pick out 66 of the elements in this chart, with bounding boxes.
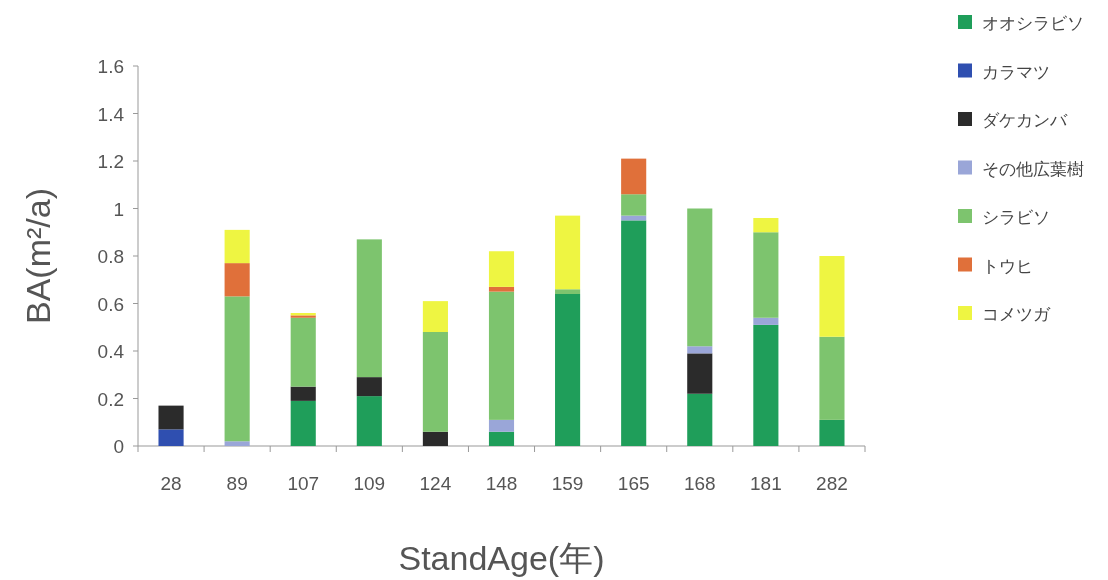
bar — [224, 263, 250, 297]
y-axis-title: BA(m²/a) — [19, 188, 57, 324]
bar — [819, 419, 845, 446]
bar — [621, 194, 647, 216]
bar — [356, 239, 382, 378]
x-tick-label: 148 — [485, 473, 518, 494]
bar — [555, 294, 581, 446]
bar — [488, 431, 515, 446]
legend-label: カラマツ — [982, 62, 1050, 82]
bar — [555, 215, 581, 290]
x-tick-label: 107 — [287, 473, 320, 494]
x-tick-label: 165 — [617, 473, 650, 494]
bar — [158, 429, 184, 446]
bar — [555, 289, 581, 294]
legend-label: シラビソ — [982, 208, 1050, 227]
y-tick-label: 1.4 — [97, 103, 125, 125]
bar — [290, 386, 316, 401]
bar — [621, 220, 647, 446]
bar — [687, 346, 713, 354]
x-tick-label: 168 — [683, 473, 716, 494]
bar — [422, 301, 448, 332]
x-tick-label: 159 — [551, 473, 584, 494]
legend-label: ダケカンバ — [982, 111, 1068, 130]
y-tick-label: 0.2 — [97, 388, 124, 410]
y-tick-label: 1.6 — [97, 56, 124, 77]
bar — [819, 256, 845, 337]
bar — [488, 251, 515, 287]
bar — [422, 431, 448, 446]
bar — [621, 158, 647, 195]
x-tick-label: 28 — [160, 473, 182, 494]
y-tick-label: 0.6 — [97, 293, 124, 315]
bar — [753, 232, 779, 318]
x-tick-label: 109 — [353, 473, 386, 494]
bar — [687, 353, 713, 394]
x-axis-title: StandAge(年) — [398, 539, 605, 577]
y-tick-label: 0.4 — [97, 341, 125, 362]
bar — [356, 396, 382, 446]
x-tick-label: 89 — [226, 473, 248, 494]
bar — [356, 377, 382, 397]
bar — [290, 317, 316, 387]
bar — [753, 317, 779, 325]
bar — [753, 324, 779, 446]
bar — [488, 286, 515, 292]
bar — [488, 419, 515, 432]
legend-label: トウヒ — [982, 256, 1033, 276]
legend-label: オオシラビソ — [982, 14, 1084, 33]
legend-label: その他広葉樹 — [982, 159, 1084, 179]
x-tick-label: 124 — [419, 473, 452, 494]
bar — [290, 400, 316, 446]
x-tick-label: 282 — [816, 473, 848, 494]
bar — [224, 441, 250, 446]
bar — [422, 332, 448, 432]
bar — [158, 405, 184, 430]
bar — [819, 336, 845, 420]
y-tick-label: 1 — [113, 198, 124, 220]
x-tick-label: 181 — [750, 473, 782, 494]
bar — [687, 208, 713, 347]
legend-label: コメツガ — [982, 305, 1051, 324]
bar — [224, 296, 250, 442]
bar — [687, 393, 713, 446]
bar — [488, 291, 515, 420]
bar — [753, 218, 779, 233]
y-tick-label: 0 — [113, 436, 124, 457]
y-tick-label: 1.2 — [97, 151, 124, 172]
bar — [224, 229, 250, 264]
y-tick-label: 0.8 — [97, 246, 124, 267]
